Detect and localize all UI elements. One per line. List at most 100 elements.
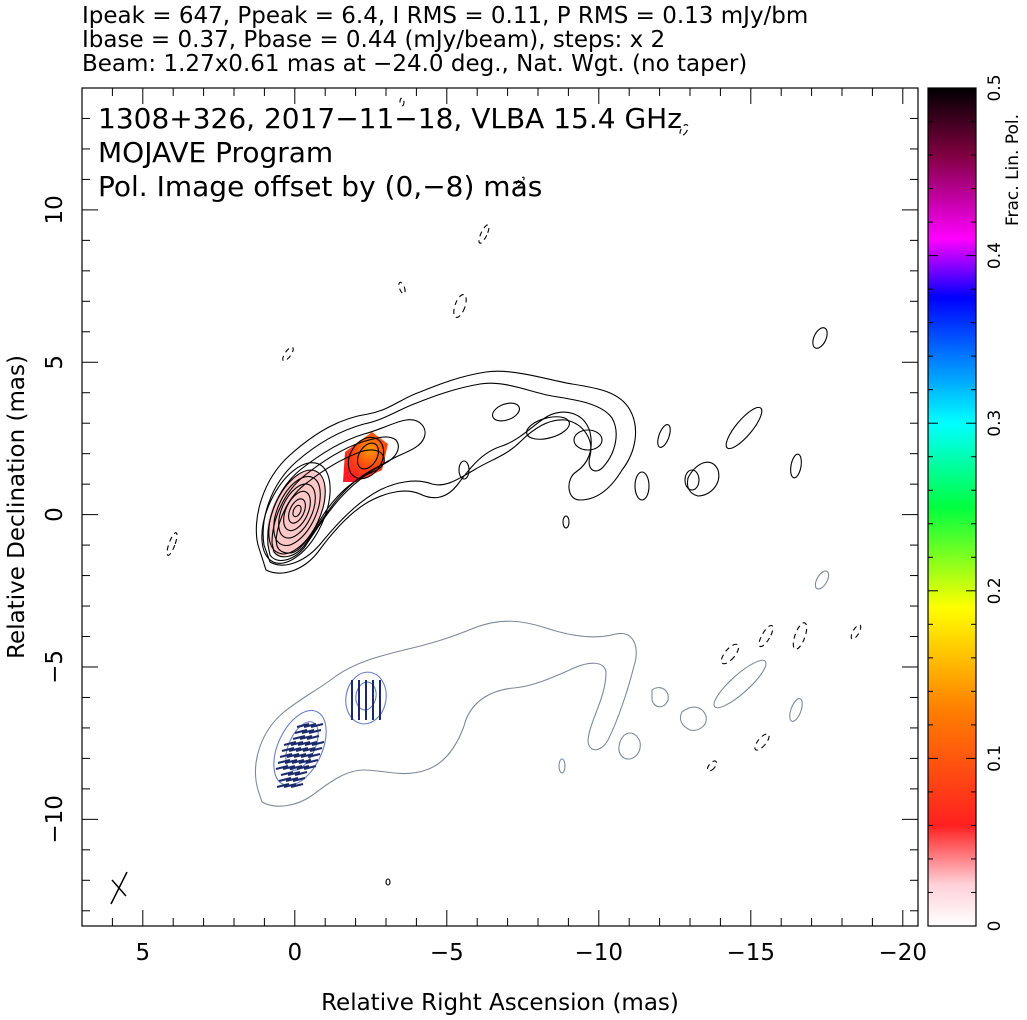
jet-island bbox=[492, 402, 520, 422]
contour-level-1 bbox=[255, 370, 637, 574]
header-beam-line: Beam: 1.27x0.61 mas at −24.0 deg., Nat. … bbox=[82, 51, 748, 77]
colorbar bbox=[928, 88, 976, 926]
stokes-i-contours bbox=[166, 97, 862, 886]
evpa-vector bbox=[300, 753, 314, 758]
contour-level-2 bbox=[262, 382, 617, 566]
evpa-vector bbox=[289, 765, 303, 770]
evpa-vector bbox=[290, 783, 304, 788]
pol-knot-contour-1 bbox=[345, 671, 387, 725]
evpa-vector bbox=[281, 747, 295, 752]
evpa-vector bbox=[292, 735, 306, 740]
evpa-vector bbox=[282, 765, 296, 770]
contour-level-5 bbox=[275, 449, 385, 554]
pol-knot-contour-2 bbox=[355, 681, 377, 711]
evpa-vector bbox=[295, 747, 309, 752]
jet-island bbox=[684, 469, 700, 491]
beam-symbol bbox=[110, 871, 128, 905]
colorbar-tick-label: 0.1 bbox=[985, 745, 1005, 772]
evpa-vector bbox=[303, 723, 317, 728]
evpa-vector bbox=[275, 765, 289, 770]
x-tick-label: −15 bbox=[727, 940, 776, 966]
core-contour-1 bbox=[261, 462, 331, 564]
colorbar-ticks: 0 0.1 0.2 0.3 0.4 0.5 bbox=[928, 74, 1005, 931]
axis-ticks bbox=[81, 87, 918, 926]
core-contour-5 bbox=[283, 490, 311, 532]
evpa-vector bbox=[297, 741, 311, 746]
evpa-vector bbox=[294, 729, 308, 734]
x-tick-label: 5 bbox=[135, 940, 150, 966]
evpa-vector bbox=[299, 735, 313, 740]
jet-island bbox=[562, 515, 570, 529]
evpa-vector bbox=[309, 747, 323, 752]
colorbar-tick-label: 0.5 bbox=[985, 74, 1005, 101]
jet-island bbox=[385, 878, 391, 886]
colorbar-label: Frac. Lin. Pol. bbox=[1003, 114, 1023, 226]
evpa-vector bbox=[285, 777, 299, 782]
evpa-vector bbox=[280, 771, 294, 776]
colorbar-tick-label: 0.4 bbox=[985, 242, 1005, 269]
y-tick-label: 0 bbox=[42, 507, 68, 522]
evpa-vector bbox=[290, 741, 304, 746]
pol-core-contour-1 bbox=[273, 710, 327, 786]
evpa-vectors bbox=[275, 680, 381, 788]
evpa-vector bbox=[292, 777, 306, 782]
jet-island bbox=[526, 416, 570, 440]
y-tick-label: −5 bbox=[42, 650, 68, 684]
y-tick-label: 10 bbox=[42, 195, 68, 224]
pol-island bbox=[651, 687, 669, 708]
plot-frame bbox=[81, 87, 919, 927]
pol-island bbox=[789, 698, 803, 722]
colorbar-tick-label: 0 bbox=[985, 921, 1005, 932]
core-contour-7 bbox=[292, 504, 302, 518]
x-axis-label: Relative Right Ascension (mas) bbox=[321, 990, 679, 1016]
evpa-vector bbox=[310, 723, 324, 728]
evpa-vector bbox=[283, 783, 297, 788]
evpa-vector bbox=[291, 759, 305, 764]
header-base-line: Ibase = 0.37, Pbase = 0.44 (mJy/beam), s… bbox=[82, 27, 666, 53]
core-contour-3 bbox=[273, 475, 321, 547]
evpa-vector bbox=[286, 753, 300, 758]
x-tick-label: −20 bbox=[879, 940, 928, 966]
evpa-vector bbox=[303, 765, 317, 770]
evpa-vector bbox=[306, 735, 320, 740]
evpa-vector bbox=[279, 753, 293, 758]
core-contour-2 bbox=[268, 469, 326, 555]
negative-contours bbox=[166, 97, 862, 772]
pol-island bbox=[679, 706, 707, 731]
colorbar-tick-label: 0.2 bbox=[985, 577, 1005, 604]
header-peak-line: Ipeak = 647, Ppeak = 6.4, I RMS = 0.11, … bbox=[82, 3, 809, 29]
evpa-vector bbox=[287, 771, 301, 776]
jet-island bbox=[657, 424, 671, 448]
knot-contour-1 bbox=[347, 436, 385, 480]
evpa-vector bbox=[311, 741, 325, 746]
pol-island bbox=[618, 732, 641, 760]
jet-island bbox=[458, 460, 470, 480]
x-tick-label: −10 bbox=[575, 940, 624, 966]
evpa-vector bbox=[293, 753, 307, 758]
pol-outer-contour bbox=[254, 620, 637, 807]
evpa-vector bbox=[283, 741, 297, 746]
y-tick-label: −10 bbox=[42, 795, 68, 844]
jet-island bbox=[634, 471, 650, 501]
pol-island bbox=[558, 758, 566, 774]
core-contour-4 bbox=[278, 483, 316, 539]
evpa-vector bbox=[296, 765, 310, 770]
evpa-vector bbox=[277, 759, 291, 764]
evpa-vector bbox=[298, 759, 312, 764]
pol-island bbox=[713, 659, 767, 709]
core-contour-6 bbox=[288, 498, 306, 524]
y-tick-label: 5 bbox=[42, 355, 68, 370]
colorbar-frame bbox=[927, 87, 977, 927]
evpa-vector bbox=[307, 753, 321, 758]
evpa-vector bbox=[301, 729, 315, 734]
jet-island bbox=[686, 461, 720, 497]
program-annotation: MOJAVE Program bbox=[98, 136, 333, 169]
pol-island bbox=[814, 570, 830, 590]
x-tick-label: 0 bbox=[287, 940, 302, 966]
colorbar-tick-label: 0.3 bbox=[985, 410, 1005, 437]
pol-offset-annotation: Pol. Image offset by (0,−8) mas bbox=[98, 170, 542, 203]
evpa-vector bbox=[302, 747, 316, 752]
evpa-vector bbox=[294, 771, 308, 776]
x-tick-label: −5 bbox=[430, 940, 464, 966]
